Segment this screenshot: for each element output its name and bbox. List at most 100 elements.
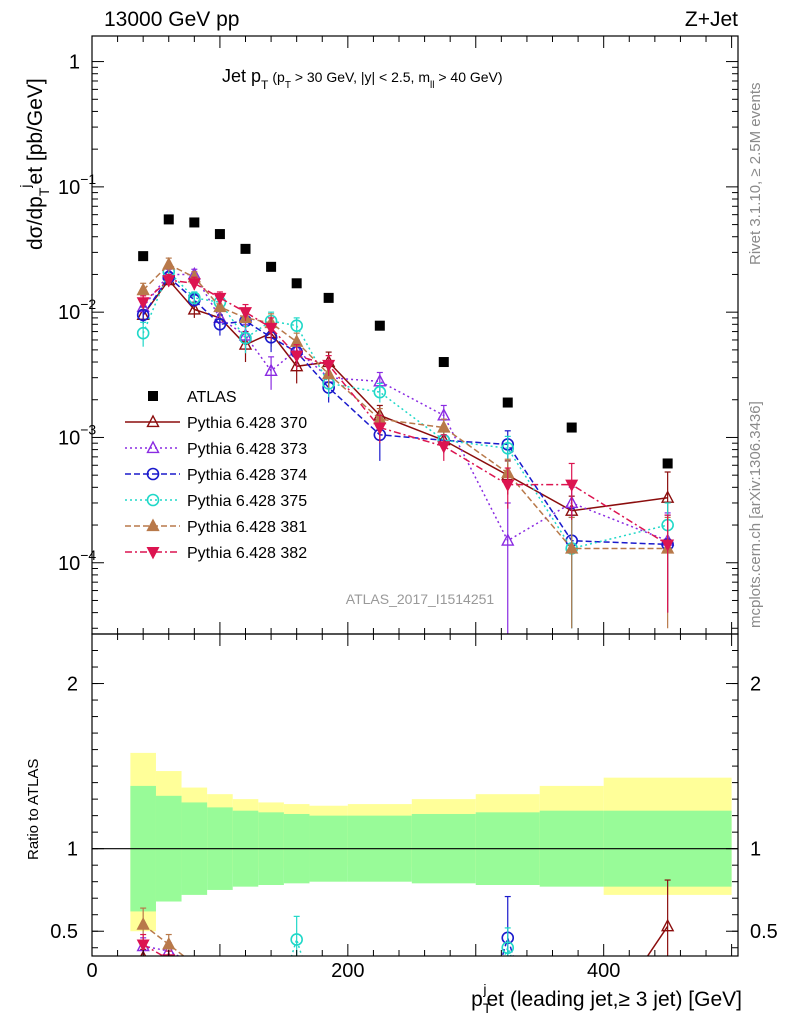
legend-marker [146,467,160,481]
data-point [213,318,227,331]
xtick-label: 400 [587,960,620,982]
rivet-label: Rivet 3.1.10, ≥ 2.5M events [747,83,764,266]
legend-label: Pythia 6.428 373 [187,441,307,458]
legend: ATLAS Pythia 6.428 370 Pythia 6.428 373 Pyt… [125,389,307,562]
data-point [437,419,451,433]
main-ytick-label: 1 [69,52,80,74]
ratio-ylabel: Ratio to ATLAS [25,759,42,860]
legend-marker [146,493,160,507]
data-point [565,479,579,493]
ratio-panel: 0.5 0.5 1 1 2 2 0 200 400 Ratio to ATLAS [25,633,778,982]
main-title: Jet pT (pT > 30 GeV, |y| < 2.5, mll > 40 … [222,66,503,92]
legend-entry-pythia-6-428-370: Pythia 6.428 370 [125,414,307,432]
ratio-ytick-label-right: 2 [750,674,761,696]
legend-marker [146,414,160,428]
legend-marker [146,546,160,560]
data-point [373,422,387,435]
legend-entry-pythia-6-428-374: Pythia 6.428 374 [125,467,307,484]
main-ytick-label: 10−1 [58,171,96,199]
ratio-frame [91,633,739,957]
main-plot-area [136,214,675,634]
ratio-line [290,936,512,956]
ratio-ytick-label-right: 0.5 [750,921,778,943]
data-point [660,490,675,503]
data-point [291,278,302,289]
data-point [501,441,515,455]
data-point [136,297,150,310]
series-pythia-6-428-382 [136,273,675,613]
data-point [501,533,515,546]
data-point [290,358,304,372]
data-point [213,292,227,306]
data-point [374,320,385,331]
ratio-ytick-label: 2 [67,674,78,696]
data-point [501,479,515,493]
ratio-plot-area [92,752,738,956]
legend-marker [146,518,160,532]
ratio-ytick-label-right: 1 [750,839,761,861]
mcplots-label: mcplots.cern.ch [arXiv:1306.3436] [747,401,764,628]
x-axis-label: pTjet (leading jet,≥ 3 jet) [GeV] [471,981,742,1016]
header-right: Z+Jet [685,8,738,31]
ratio-ytick-label: 0.5 [50,921,78,943]
ratio-point [290,933,303,946]
ratio-point [162,936,176,950]
data-point [264,363,278,376]
xtick-label: 0 [86,960,97,982]
data-point [502,397,513,408]
legend-entry-pythia-6-428-381: Pythia 6.428 381 [125,518,307,536]
data-point [187,301,201,315]
data-point [189,217,200,228]
data-point [136,282,150,296]
main-panel: 1 10−1 10−2 10−3 10−4 Jet pT (pT > 30 GeV, |y… [17,35,739,635]
data-point [290,350,304,363]
ratio-point [136,939,150,952]
uncertainty-bands [130,752,732,932]
ratio-point [660,918,675,932]
ratio-series-pythia-6-428-375 [290,915,515,956]
legend-label: Pythia 6.428 382 [187,545,307,562]
data-point [163,214,174,225]
data-point [373,385,387,399]
legend-label: Pythia 6.428 370 [187,415,307,432]
ratio-line [646,925,669,956]
data-point [264,322,278,336]
series-atlas [138,214,673,469]
legend-entry-pythia-6-428-375: Pythia 6.428 375 [125,493,307,510]
data-point [162,275,176,288]
legend-marker [146,440,160,454]
ratio-series-pythia-6-428-381 [136,907,185,956]
data-point [213,299,227,313]
legend-label: Pythia 6.428 374 [187,467,307,484]
data-point [214,229,225,240]
main-axes: 1 10−1 10−2 10−3 10−4 [58,36,738,634]
xtick-label: 200 [331,960,364,982]
analysis-watermark: ATLAS_2017_I1514251 [346,591,495,607]
legend-label: Pythia 6.428 381 [187,519,307,536]
data-point [323,292,334,303]
data-point [138,251,149,262]
data-point [565,540,579,554]
data-point [266,261,277,272]
main-ytick-label: 10−4 [58,547,96,575]
header-left: 13000 GeV pp [104,8,239,31]
data-point [187,278,201,291]
legend-label: ATLAS [187,389,237,406]
main-ytick-label: 10−3 [58,421,96,449]
data-point [290,319,303,332]
legend-entry-pythia-6-428-373: Pythia 6.428 373 [125,440,307,458]
data-point [239,331,252,345]
data-point [322,359,336,373]
data-point [136,326,150,340]
ratio-point [501,941,515,955]
data-point [162,256,176,270]
data-point [661,539,675,552]
ratio-point [136,917,150,930]
data-point [240,243,251,254]
data-point [438,357,449,368]
data-point [566,422,577,433]
legend-marker [148,391,158,401]
legend-entry-pythia-6-428-382: Pythia 6.428 382 [125,545,307,562]
legend-entry-atlas: ATLAS [148,389,237,406]
